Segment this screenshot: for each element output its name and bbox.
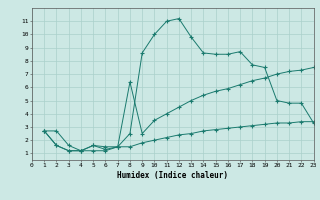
X-axis label: Humidex (Indice chaleur): Humidex (Indice chaleur) — [117, 171, 228, 180]
